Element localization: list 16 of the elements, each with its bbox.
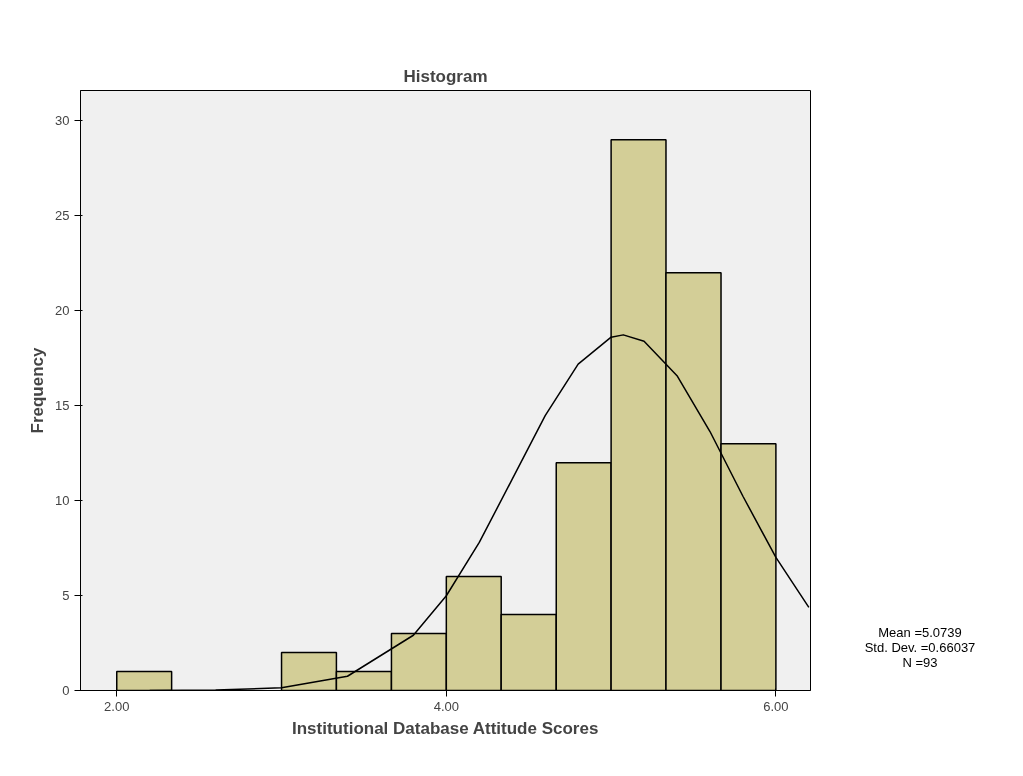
y-tick-label: 15 <box>55 398 70 414</box>
text: Std. Dev. =0.66037 <box>864 640 976 655</box>
x-tick-label: 4.00 <box>433 698 459 714</box>
text: N =93 <box>902 655 938 670</box>
x-tick-label: 2.00 <box>104 698 130 714</box>
y-tick-label: 25 <box>55 208 70 224</box>
y-tick-label: 0 <box>62 683 70 698</box>
y-axis-title: Frequency <box>28 346 48 434</box>
chart-title: Histogram <box>403 66 488 86</box>
y-tick-label: 20 <box>55 303 70 319</box>
y-tick-label: 10 <box>55 493 70 509</box>
y-tick-label: 5 <box>62 588 70 604</box>
x-tick-label: 6.00 <box>763 698 789 714</box>
x-axis-title: Institutional Database Attitude Scores <box>292 718 599 738</box>
text: Mean =5.0739 <box>878 625 962 640</box>
y-tick-label: 30 <box>55 113 70 129</box>
